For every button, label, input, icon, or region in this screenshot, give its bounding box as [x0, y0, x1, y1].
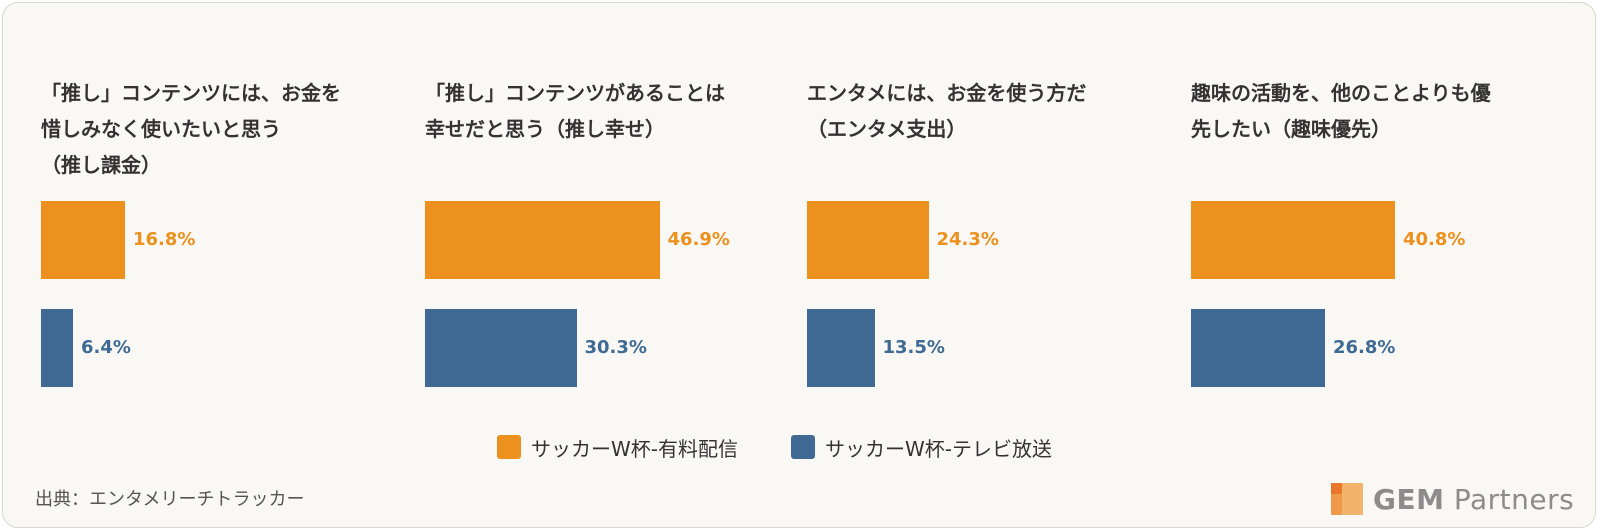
- panel-title-3: エンタメには、お金を使う方だ （エンタメ支出）: [807, 81, 1087, 141]
- gem-partners-logo: GEM Partners: [1331, 479, 1574, 519]
- bar-paid-stream-4: [1191, 201, 1395, 279]
- data-label-tv-broadcast-4: 26.8%: [1333, 337, 1396, 358]
- bar-tv-broadcast-2: [425, 309, 577, 387]
- source-note: 出典：エンタメリーチトラッカー: [35, 489, 305, 510]
- legend-label-paid-stream: サッカーW杯-有料配信: [531, 436, 738, 461]
- data-label-paid-stream-1: 16.8%: [133, 229, 196, 250]
- chart-panel-4: 趣味の活動を、他のことよりも優 先したい（趣味優先） 40.8% 26.8%: [1191, 3, 1561, 403]
- legend: サッカーW杯-有料配信 サッカーW杯-テレビ放送: [3, 425, 1600, 469]
- chart-panel-3: エンタメには、お金を使う方だ （エンタメ支出） 24.3% 13.5%: [807, 3, 1177, 403]
- logo-text: GEM Partners: [1373, 483, 1574, 516]
- logo-text-rest: Partners: [1444, 482, 1575, 516]
- bar-tv-broadcast-3: [807, 309, 875, 387]
- legend-swatch-paid-stream: [497, 435, 521, 459]
- legend-item-paid-stream: サッカーW杯-有料配信: [497, 425, 738, 469]
- bar-paid-stream-1: [41, 201, 125, 279]
- panel-title-2: 「推し」コンテンツがあることは 幸せだと思う（推し幸せ）: [425, 81, 725, 141]
- data-label-tv-broadcast-1: 6.4%: [81, 337, 131, 358]
- legend-swatch-tv-broadcast: [791, 435, 815, 459]
- data-label-paid-stream-3: 24.3%: [936, 229, 999, 250]
- bar-paid-stream-3: [807, 201, 929, 279]
- legend-item-tv-broadcast: サッカーW杯-テレビ放送: [791, 425, 1052, 469]
- data-label-paid-stream-4: 40.8%: [1403, 229, 1466, 250]
- logo-mark-icon: [1331, 483, 1363, 515]
- logo-text-bold: GEM: [1373, 482, 1445, 516]
- data-label-paid-stream-2: 46.9%: [667, 229, 730, 250]
- chart-panel-2: 「推し」コンテンツがあることは 幸せだと思う（推し幸せ） 46.9% 30.3%: [425, 3, 795, 403]
- panel-title-4: 趣味の活動を、他のことよりも優 先したい（趣味優先）: [1191, 81, 1491, 141]
- bar-paid-stream-2: [425, 201, 660, 279]
- data-label-tv-broadcast-3: 13.5%: [882, 337, 945, 358]
- bar-tv-broadcast-4: [1191, 309, 1325, 387]
- panel-title-1: 「推し」コンテンツには、お金を 惜しみなく使いたいと思う （推し課金）: [41, 81, 341, 177]
- chart-panel-1: 「推し」コンテンツには、お金を 惜しみなく使いたいと思う （推し課金） 16.8%…: [41, 3, 411, 403]
- bar-tv-broadcast-1: [41, 309, 73, 387]
- legend-label-tv-broadcast: サッカーW杯-テレビ放送: [825, 436, 1052, 461]
- data-label-tv-broadcast-2: 30.3%: [584, 337, 647, 358]
